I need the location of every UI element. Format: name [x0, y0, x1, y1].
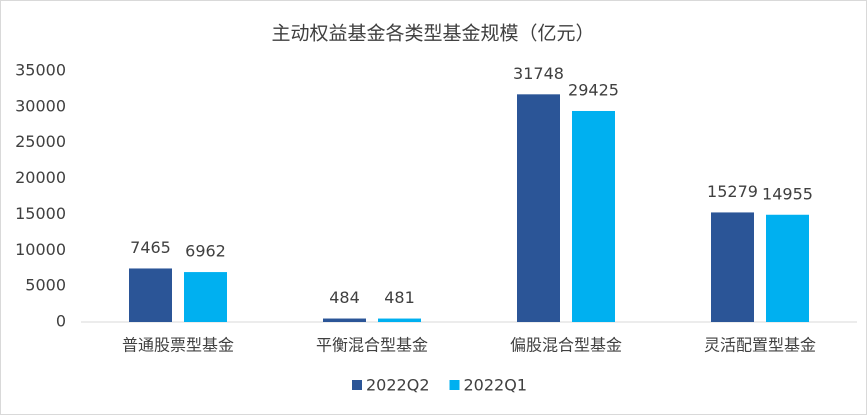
y-tick-label: 25000: [15, 132, 66, 151]
x-tick-label: 平衡混合型基金: [316, 336, 428, 355]
y-tick-label: 0: [56, 312, 66, 331]
data-label: 6962: [185, 242, 226, 261]
y-tick-label: 15000: [15, 204, 66, 223]
legend-label: 2022Q2: [366, 376, 430, 395]
legend-swatch: [449, 380, 460, 390]
bar: [184, 272, 227, 322]
x-tick-label: 灵活配置型基金: [704, 336, 816, 355]
legend-label: 2022Q1: [464, 376, 528, 395]
data-label: 29425: [568, 80, 619, 99]
y-tick-label: 30000: [15, 96, 66, 115]
bar: [572, 110, 615, 322]
bar: [766, 214, 809, 322]
bar: [323, 318, 366, 322]
bar: [711, 212, 754, 322]
data-label: 481: [384, 288, 415, 307]
bar: [517, 94, 560, 322]
y-tick-label: 20000: [15, 168, 66, 187]
y-tick-label: 10000: [15, 240, 66, 259]
data-label: 31748: [513, 64, 564, 83]
data-label: 484: [329, 288, 360, 307]
legend-swatch: [352, 380, 362, 390]
bar: [378, 318, 421, 322]
y-tick-label: 5000: [25, 276, 66, 295]
bar: [129, 268, 172, 322]
data-label: 15279: [707, 182, 758, 201]
x-tick-label: 偏股混合型基金: [510, 336, 622, 355]
data-label: 14955: [762, 184, 813, 203]
y-tick-label: 35000: [15, 61, 66, 80]
data-label: 7465: [130, 238, 171, 257]
chart-title: 主动权益基金各类型基金规模（亿元）: [271, 23, 594, 45]
x-tick-label: 普通股票型基金: [122, 336, 234, 355]
